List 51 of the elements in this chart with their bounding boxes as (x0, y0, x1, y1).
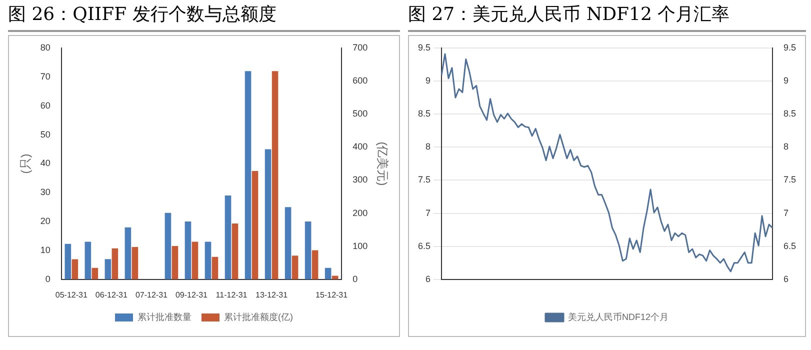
x-tick-label: 06-12-31 (95, 290, 128, 300)
y-tick-label: 50 (40, 129, 50, 140)
y2-tick-label: 600 (352, 76, 368, 86)
y2-tick-label: 6.5 (783, 240, 796, 251)
x-tick-label: 15-12-31 (316, 290, 348, 300)
y-tick-label: 7 (425, 208, 431, 218)
y2-tick-label: 9 (783, 76, 789, 86)
y-tick-label: 20 (40, 216, 50, 226)
y-tick-label: 30 (40, 187, 50, 198)
legend-label: 累计批准数量 (138, 312, 192, 322)
x-tick-label: 11-12-31 (216, 290, 248, 300)
x-tick-label: 09-12-31 (175, 290, 208, 300)
y2-tick-label: 500 (352, 108, 368, 119)
x-tick-label: 13-12-31 (256, 290, 288, 300)
bar (284, 207, 292, 280)
chart-title: 图 26：QIIFF 发行个数与总额度 (8, 0, 400, 32)
bar (324, 268, 332, 280)
y-axis-title: (只) (18, 154, 33, 174)
y2-axis-title: (亿美元) (375, 142, 390, 186)
y2-tick-label: 300 (352, 174, 368, 185)
y-tick-label: 10 (40, 244, 50, 255)
y-tick-label: 40 (40, 158, 50, 168)
y-tick-label: 8 (425, 142, 431, 152)
legend-label: 累计批准额度(亿) (224, 312, 294, 322)
y2-tick-label: 7.5 (783, 174, 796, 185)
y2-tick-label: 200 (352, 208, 368, 218)
y-tick-label: 60 (40, 100, 50, 110)
y2-tick-label: 0 (352, 274, 358, 284)
y2-tick-label: 7 (783, 208, 789, 218)
y-tick-label: 6.5 (418, 240, 431, 251)
y2-tick-label: 700 (352, 42, 368, 52)
y2-tick-label: 100 (352, 240, 368, 251)
y-tick-label: 0 (45, 274, 50, 284)
y2-tick-label: 8.5 (783, 108, 796, 119)
y-tick-label: 9 (425, 76, 431, 86)
y2-tick-label: 9.5 (783, 42, 796, 52)
y-tick-label: 6 (425, 274, 431, 284)
chart-title: 图 27：美元兑人民币 NDF12 个月汇率 (408, 0, 806, 32)
x-tick-label: 05-12-31 (55, 290, 88, 300)
y-tick-label: 80 (40, 42, 50, 52)
y2-tick-label: 8 (783, 142, 789, 152)
y-tick-label: 8.5 (418, 108, 431, 119)
bar (84, 242, 92, 280)
legend-label: 美元兑人民币NDF12个月 (568, 312, 669, 322)
y-tick-label: 7.5 (418, 174, 431, 185)
y2-tick-label: 400 (352, 142, 368, 152)
y-tick-label: 9.5 (418, 42, 431, 52)
y2-tick-label: 6 (783, 274, 789, 284)
bar (92, 268, 98, 280)
y-tick-label: 70 (40, 71, 50, 82)
x-tick-label: 07-12-31 (135, 290, 168, 300)
